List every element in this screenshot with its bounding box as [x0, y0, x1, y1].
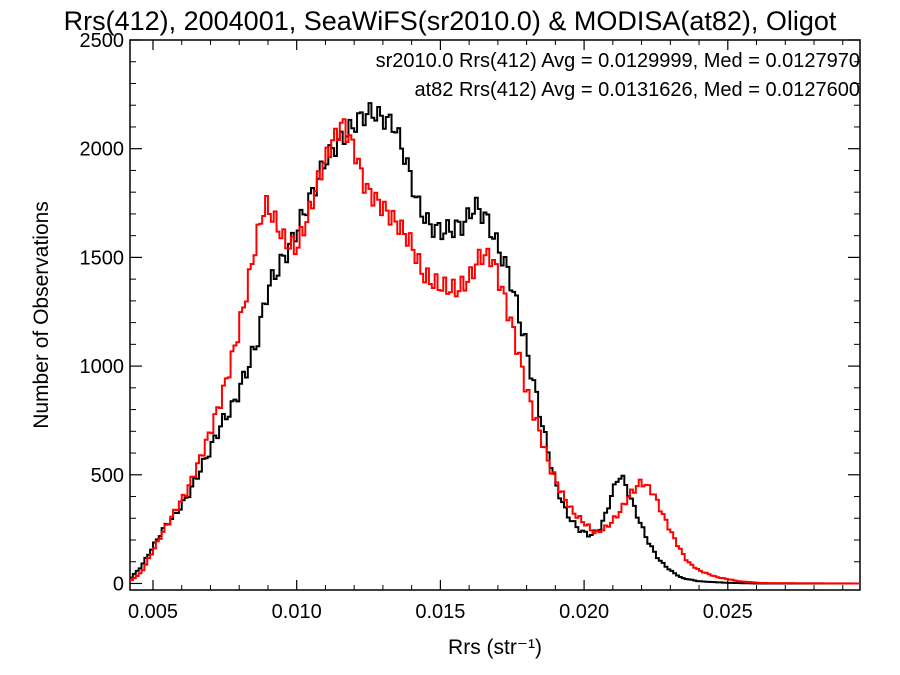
- y-tick-label: 1000: [80, 356, 125, 378]
- y-tick-label: 2500: [80, 30, 125, 52]
- x-tick-label: 0.010: [272, 601, 322, 623]
- x-tick-label: 0.015: [415, 601, 465, 623]
- y-tick-label: 1500: [80, 247, 125, 269]
- x-axis-label: Rrs (str⁻¹): [448, 636, 542, 659]
- x-tick-label: 0.025: [703, 601, 753, 623]
- y-axis-label: Number of Observations: [30, 201, 53, 429]
- x-tick-label: 0.020: [559, 601, 609, 623]
- series-line-1: [130, 118, 860, 585]
- chart-title: Rrs(412), 2004001, SeaWiFS(sr2010.0) & M…: [64, 6, 837, 36]
- legend: sr2010.0 Rrs(412) Avg = 0.0129999, Med =…: [376, 50, 860, 101]
- y-axis-ticks: 0 500 1000 1500 2000 2500: [80, 30, 860, 595]
- y-tick-label: 0: [113, 573, 124, 595]
- y-tick-label: 2000: [80, 139, 125, 161]
- series-line-0: [130, 102, 860, 585]
- y-tick-label: 500: [91, 465, 124, 487]
- x-tick-label: 0.005: [128, 601, 178, 623]
- plot-frame: [129, 39, 861, 591]
- legend-entry-sr2010: sr2010.0 Rrs(412) Avg = 0.0129999, Med =…: [376, 50, 860, 72]
- x-axis-ticks: 0.005 0.010 0.015 0.020 0.025: [128, 40, 844, 623]
- legend-entry-at82: at82 Rrs(412) Avg = 0.0131626, Med = 0.0…: [414, 79, 860, 101]
- series-layer: [130, 102, 860, 585]
